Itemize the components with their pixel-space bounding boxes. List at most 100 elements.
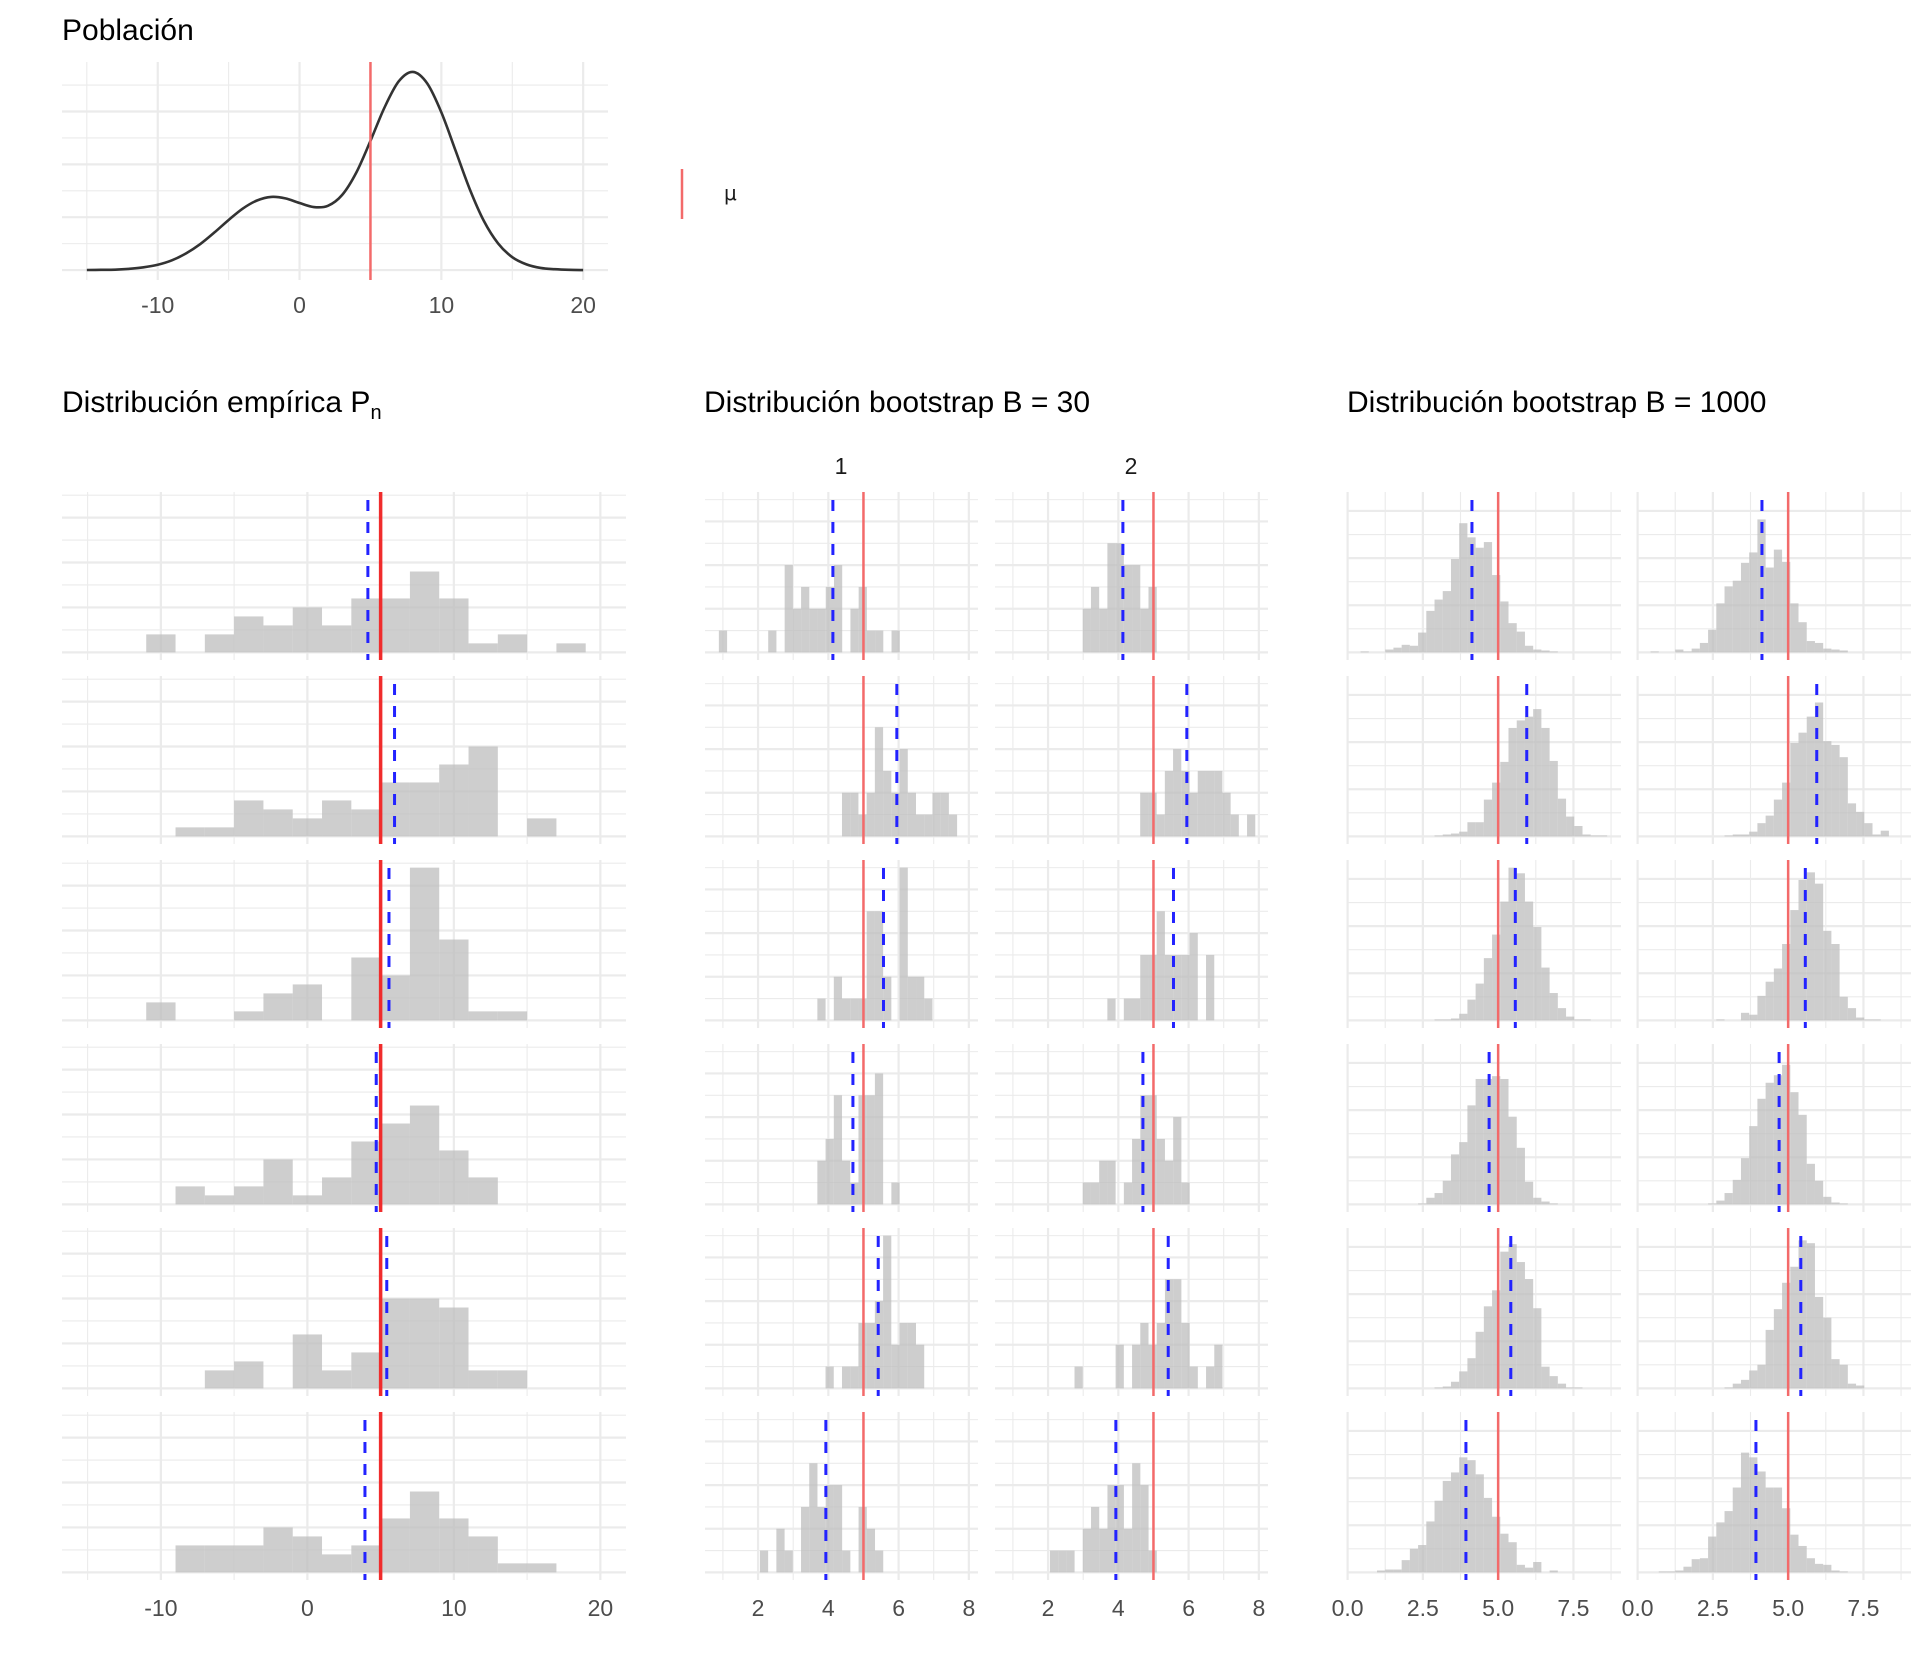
x-tick-label: 0	[293, 292, 306, 318]
hist-panel-3-1-2	[1346, 676, 1621, 844]
histogram-bar	[1156, 1138, 1165, 1205]
histogram-bar	[1500, 901, 1509, 1021]
histogram-bar	[1749, 831, 1758, 837]
population-title: Población	[62, 14, 194, 47]
histogram-bar	[1582, 834, 1591, 837]
histogram-bar	[1782, 1282, 1791, 1389]
histogram-bar	[1823, 1196, 1832, 1205]
histogram-bar	[1856, 811, 1865, 837]
histogram-bar	[1140, 1322, 1149, 1389]
x-tick-label: 0.0	[1332, 1595, 1364, 1621]
histogram-bar	[1872, 1019, 1881, 1021]
histogram-bar	[1450, 833, 1460, 837]
histogram-bar	[1115, 543, 1124, 653]
histogram-bar	[1557, 1008, 1567, 1021]
histogram-bar	[1099, 1528, 1108, 1573]
histogram-bar	[1814, 642, 1824, 653]
histogram-bar	[292, 984, 323, 1021]
histogram-bar	[866, 1095, 875, 1205]
histogram-bar	[1483, 542, 1493, 653]
histogram-bar	[1467, 1460, 1476, 1573]
histogram-bar	[1749, 1370, 1758, 1389]
histogram-bar	[1115, 1485, 1124, 1573]
hist-panel-3-2-4	[1636, 1044, 1911, 1212]
histogram-bar	[1230, 814, 1239, 837]
histogram-bar	[1524, 901, 1534, 1021]
histogram-bar	[1549, 651, 1558, 653]
histogram-bar	[1582, 1019, 1591, 1021]
histogram-bar	[817, 1160, 826, 1205]
histogram-bar	[1831, 1202, 1840, 1205]
histogram-bar	[1782, 782, 1791, 837]
histogram-bar	[866, 1322, 875, 1389]
histogram-bar	[1782, 561, 1791, 653]
histogram-bar	[1090, 1182, 1100, 1205]
histogram-bar	[146, 1002, 176, 1021]
histogram-bar	[1123, 1182, 1133, 1205]
histogram-bar	[916, 976, 925, 1021]
histogram-bar	[175, 1545, 205, 1573]
histogram-bar	[1090, 586, 1100, 653]
histogram-bar	[1426, 1197, 1435, 1205]
histogram-bar	[1434, 599, 1443, 653]
histogram-bar	[351, 809, 381, 837]
histogram-bar	[263, 1159, 293, 1205]
histogram-bar	[1790, 743, 1799, 837]
x-tick-label: 0	[301, 1595, 314, 1621]
histogram-bar	[1442, 591, 1451, 653]
histogram-bar	[1475, 1078, 1484, 1205]
x-tick-label: 20	[570, 292, 596, 318]
grid	[62, 1044, 626, 1212]
hist-panel-3-1-4	[1346, 1044, 1621, 1212]
histogram-bar	[1691, 648, 1700, 653]
histogram-bar	[439, 1307, 469, 1389]
histogram-bar	[833, 976, 843, 1021]
histogram-bar	[1847, 1008, 1857, 1021]
histogram-bar	[1708, 1203, 1717, 1205]
histogram-bar	[1549, 1376, 1558, 1389]
histogram-bar	[1749, 1457, 1758, 1573]
histogram-bar	[380, 598, 410, 653]
histogram-bar	[351, 598, 381, 653]
histogram-bar	[1806, 716, 1815, 837]
histogram-bar	[1173, 954, 1182, 1021]
histogram-bar	[1533, 1561, 1542, 1573]
histogram-bar	[891, 1182, 900, 1205]
hist-panel-3-1-1	[1346, 492, 1621, 660]
histogram-bar	[1740, 1379, 1750, 1389]
histogram-bar	[1533, 1197, 1542, 1205]
histogram-bar	[1140, 1485, 1149, 1573]
histogram-bar	[497, 1370, 528, 1389]
histogram-bar	[1839, 1571, 1848, 1573]
histogram-bar	[1716, 603, 1725, 653]
histogram-bar	[1839, 996, 1848, 1021]
histogram-bar	[850, 608, 859, 653]
histogram-bar	[234, 616, 264, 653]
histogram-bar	[759, 1550, 769, 1573]
histogram-bar	[1590, 835, 1599, 837]
histogram-bar	[1716, 1200, 1725, 1205]
histogram-bar	[1091, 1506, 1100, 1573]
histogram-bar	[497, 1011, 528, 1021]
histogram-bar	[380, 1518, 410, 1573]
histogram-bar	[1434, 1193, 1443, 1205]
histogram-bar	[866, 911, 875, 1021]
hist-panel-2-1-1	[705, 492, 978, 660]
histogram-bar	[915, 814, 925, 837]
histogram-bar	[1475, 822, 1484, 837]
histogram-bar	[1790, 1266, 1799, 1389]
histogram-bar	[1533, 709, 1542, 837]
histogram-bar	[1189, 792, 1198, 837]
histogram-bar	[1740, 1452, 1750, 1573]
histogram-bar	[907, 976, 917, 1021]
histogram-bar	[1516, 1147, 1525, 1205]
histogram-bar	[1757, 1471, 1766, 1573]
histogram-bar	[1500, 1078, 1509, 1205]
histogram-bar	[1508, 1116, 1517, 1205]
histogram-bar	[1757, 823, 1766, 837]
histogram-bar	[1205, 770, 1215, 837]
histogram-bar	[1508, 1244, 1517, 1389]
histogram-bar	[1426, 1521, 1435, 1573]
histogram-bar	[1524, 645, 1534, 653]
histogram-bar	[1773, 1075, 1783, 1205]
